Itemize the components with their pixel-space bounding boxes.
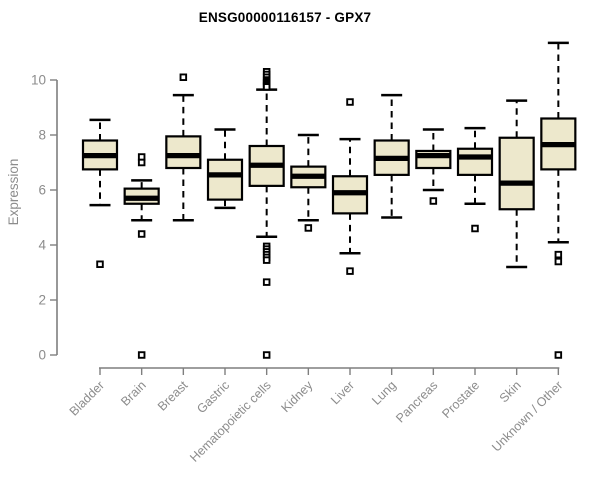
outlier-point (137, 351, 146, 359)
box-bladder (81, 118, 119, 269)
y-tick-label: 10 (31, 73, 46, 88)
x-tick-label: Skin (497, 378, 524, 405)
outlier-point (304, 224, 313, 232)
iqr-box (206, 158, 244, 201)
outlier-point (554, 257, 563, 266)
outlier-point (346, 267, 354, 275)
iqr-box (498, 136, 535, 211)
x-tick-label: Pancreas (393, 378, 440, 425)
x-tick-label: Gastric (194, 378, 232, 416)
y-tick-label: 2 (38, 293, 46, 308)
x-tick-label: Liver (328, 378, 357, 407)
box-lung (373, 93, 410, 219)
x-tick-label: Bladder (67, 378, 107, 418)
outlier-point (137, 158, 146, 167)
box-hematopoietic-cells (248, 67, 285, 359)
x-tick-label: Brain (118, 378, 149, 409)
box-pancreas (415, 128, 452, 205)
y-tick-label: 6 (38, 183, 46, 198)
outlier-point (137, 230, 146, 238)
outlier-point (262, 278, 271, 286)
box-gastric (206, 128, 244, 210)
outlier-point (179, 73, 188, 81)
iqr-box (165, 135, 202, 170)
outlier-point (554, 351, 563, 359)
x-tick-label: Hematopoietic cells (187, 378, 274, 465)
y-tick-label: 4 (38, 238, 46, 253)
y-tick-label: 0 (38, 348, 46, 363)
outlier-point (554, 250, 563, 259)
x-tick-label: Lung (369, 378, 399, 408)
outlier-point (346, 98, 354, 106)
iqr-box (456, 147, 494, 176)
box-liver (331, 98, 369, 275)
box-kidney (290, 133, 327, 232)
outlier-point (262, 83, 271, 91)
outlier-point (96, 260, 104, 269)
outlier-point (471, 224, 479, 233)
x-tick-label: Breast (155, 378, 191, 414)
y-tick-label: 8 (38, 128, 46, 143)
y-axis-title: Expression (6, 159, 21, 226)
box-brain (123, 153, 160, 359)
x-tick-label: Kidney (279, 378, 316, 415)
x-tick-label: Prostate (439, 378, 482, 421)
outlier-point (262, 351, 271, 359)
outlier-point (429, 197, 438, 205)
box-prostate (456, 126, 494, 233)
box-breast (165, 73, 202, 222)
box-unknown-other (540, 41, 577, 359)
box-skin (498, 99, 535, 269)
chart-title: ENSG00000116157 - GPX7 (198, 10, 372, 25)
x-tick-label: Unknown / Other (489, 378, 565, 454)
outlier-point (262, 256, 271, 264)
